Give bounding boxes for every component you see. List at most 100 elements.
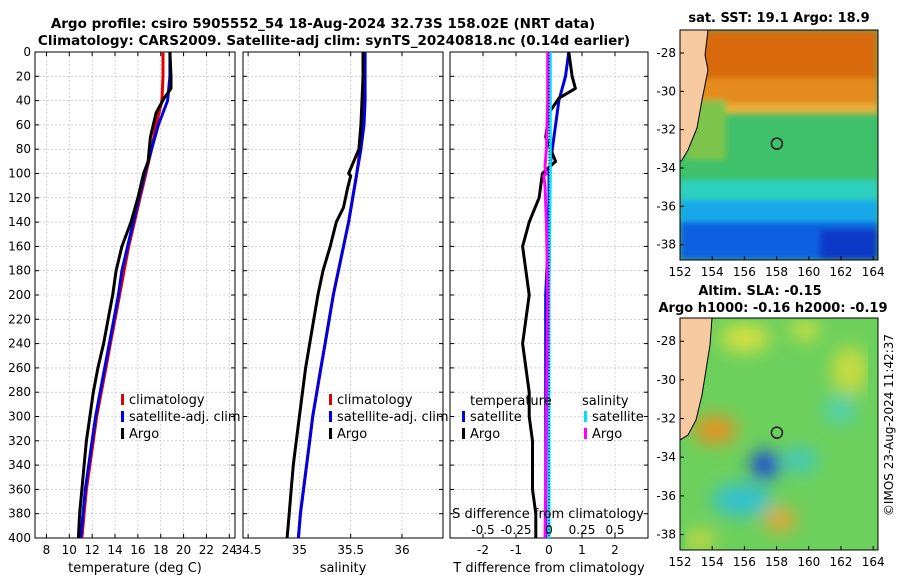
map-x-tick-label: 164 (862, 265, 885, 279)
legend-label: climatology (129, 393, 205, 408)
map-x-tick-label: 156 (733, 555, 756, 569)
legend-label: satellite (592, 410, 644, 425)
legend-swatch (329, 411, 332, 422)
y-tick-label: 260 (8, 361, 31, 375)
sst-map (680, 30, 878, 260)
map-y-tick-label: -36 (656, 489, 676, 503)
x-tick-label: 8 (43, 543, 51, 557)
x-tick-label: -2 (477, 543, 489, 557)
series-line-satellite-adj-clim (79, 52, 172, 539)
x-tick-label: 24 (222, 543, 237, 557)
series-line-climatology (80, 52, 165, 539)
y-tick-label: 0 (23, 45, 31, 59)
sla-orange-blob (765, 508, 795, 532)
legend-label: climatology (337, 393, 413, 408)
legend-title-salinity: salinity (582, 394, 629, 409)
difference-panel: -2 -1 0 1 2 T difference from climatology S di… (449, 51, 649, 576)
sla-cyan-blob (712, 484, 772, 516)
map-x-tick-label: 154 (701, 555, 724, 569)
map-y-tick-label: -34 (656, 161, 676, 175)
map-x-tick-label: 158 (765, 555, 788, 569)
y-tick-label: 400 (8, 531, 31, 545)
y-tick-label: 240 (8, 337, 31, 351)
y-tick-label: 180 (8, 264, 31, 278)
sla-yellow-blob (720, 324, 770, 352)
y-tick-label: 380 (8, 507, 31, 521)
map-y-tick-label: -30 (656, 84, 676, 98)
sst-map-title: sat. SST: 19.1 Argo: 18.9 (688, 11, 869, 26)
y-tick-label: 340 (8, 458, 31, 472)
legend-label: Argo (129, 427, 159, 442)
legend-label: Argo (337, 427, 367, 442)
series-line-salinity-argo (542, 52, 550, 539)
sla-map-title: Altim. SLA: -0.15 (698, 284, 821, 299)
map-x-tick-label: 162 (830, 265, 853, 279)
x-tick-label: 1 (578, 543, 586, 557)
sla-cyan-blob (824, 396, 856, 424)
series-line-argo (285, 52, 365, 539)
map-y-tick-label: -36 (656, 199, 676, 213)
map-y-tick-label: -34 (656, 450, 676, 464)
series-line-salinity-satellite (547, 52, 552, 538)
figure-title-line1: Argo profile: csiro 5905552_54 18-Aug-20… (51, 16, 595, 32)
map-x-tick-label: 162 (830, 555, 853, 569)
argo-location-marker (770, 426, 784, 439)
legend-swatch (462, 411, 465, 422)
x-tick-label: 36 (394, 543, 409, 557)
sla-yellow-blob (832, 346, 868, 394)
legend-swatch (329, 428, 332, 439)
legend-swatch (121, 428, 124, 439)
sla-cyan-blob (782, 448, 818, 472)
legend-swatch (121, 411, 124, 422)
y-tick-label: 140 (8, 215, 31, 229)
y-tick-label: 120 (8, 191, 31, 205)
sla-map-frame (679, 317, 879, 551)
map-y-tick-label: -38 (656, 238, 676, 252)
sla-yellow-blob (791, 320, 819, 340)
legend-label: Argo (592, 427, 622, 442)
legend-label: satellite (470, 410, 522, 425)
x-tick-label: 35.5 (337, 543, 364, 557)
y-tick-label: 60 (16, 118, 31, 132)
top-tick-label: 0.25 (569, 523, 596, 537)
map-x-tick-label: 154 (701, 265, 724, 279)
map-x-tick-label: 156 (733, 265, 756, 279)
x-axis-label: temperature (deg C) (68, 561, 202, 576)
map-y-tick-label: -28 (656, 46, 676, 60)
legend-swatch (121, 394, 124, 405)
top-tick-label: -0.25 (500, 523, 531, 537)
map-x-tick-label: 160 (797, 555, 820, 569)
sst-warm-band (700, 30, 878, 80)
imos-credit: ©IMOS 23-Aug-2024 11:42:37 (882, 334, 896, 516)
series-line-satellite-adj-clim (296, 52, 367, 539)
y-tick-label: 320 (8, 434, 31, 448)
sla-map-axes: 152 154 156 158 160 162 164 -28 -30 -32 -34 -36 -38 (656, 334, 884, 569)
map-x-tick-label: 160 (797, 265, 820, 279)
sla-map (680, 318, 878, 550)
y-tick-label: 200 (8, 288, 31, 302)
series-line-temperature-argo (521, 51, 577, 538)
argo-location-marker (770, 137, 784, 150)
y-tick-label: 80 (16, 142, 31, 156)
map-y-tick-label: -32 (656, 123, 676, 137)
sst-map-frame (679, 29, 879, 261)
y-tick-label: 100 (8, 167, 31, 181)
map-x-tick-label: 152 (669, 555, 692, 569)
sla-orange-blob (693, 416, 737, 444)
y-tick-label: 160 (8, 239, 31, 253)
sla-map-subtitle: Argo h1000: -0.16 h2000: -0.19 (658, 301, 887, 316)
legend-label: Argo (470, 427, 500, 442)
x-tick-label: 18 (153, 543, 168, 557)
series-line-argo (76, 51, 173, 539)
x-tick-label: 34.5 (235, 543, 262, 557)
x-tick-label: 35 (292, 543, 307, 557)
x-tick-label: 10 (62, 543, 77, 557)
sst-yellow-band (700, 104, 878, 114)
top-tick-label: 0.5 (605, 523, 624, 537)
sst-dark-blue-patch (820, 230, 878, 260)
legend-label: satellite-adj. clim (129, 410, 241, 425)
legend-swatch (462, 428, 465, 439)
map-y-tick-label: -32 (656, 412, 676, 426)
x-tick-label: 2 (611, 543, 619, 557)
